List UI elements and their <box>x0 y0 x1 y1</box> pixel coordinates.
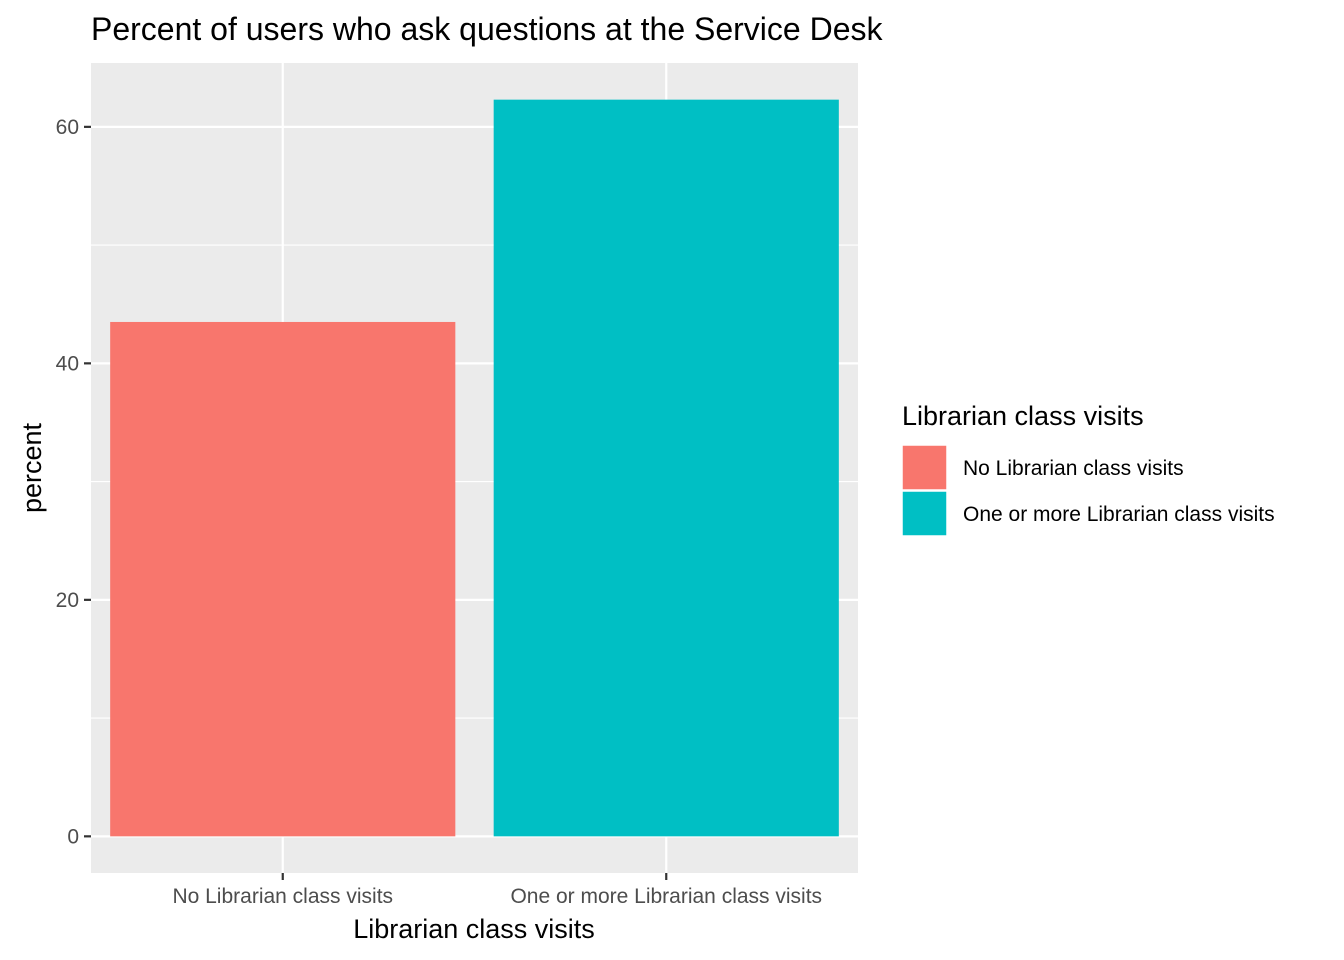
bars <box>110 99 839 837</box>
x-axis-title: Librarian class visits <box>353 914 595 944</box>
y-axis: 0 20 40 60 <box>56 116 91 848</box>
legend-label: No Librarian class visits <box>963 457 1184 480</box>
y-axis-title: percent <box>17 422 47 513</box>
y-tick-label: 0 <box>67 825 79 848</box>
legend-key <box>901 490 948 537</box>
legend: Librarian class visits No Librarian clas… <box>901 401 1275 537</box>
x-tick-label: No Librarian class visits <box>172 885 393 908</box>
chart-title: Percent of users who ask questions at th… <box>91 11 884 47</box>
y-tick-label: 20 <box>56 589 79 612</box>
y-tick-label: 60 <box>56 116 79 139</box>
legend-label: One or more Librarian class visits <box>963 503 1275 526</box>
bar <box>110 321 456 837</box>
legend-key <box>901 444 948 491</box>
x-axis: No Librarian class visits One or more Lib… <box>172 873 822 908</box>
bar <box>493 99 839 837</box>
x-tick-label: One or more Librarian class visits <box>510 885 822 908</box>
y-tick-label: 40 <box>56 352 79 375</box>
legend-title: Librarian class visits <box>902 401 1144 431</box>
